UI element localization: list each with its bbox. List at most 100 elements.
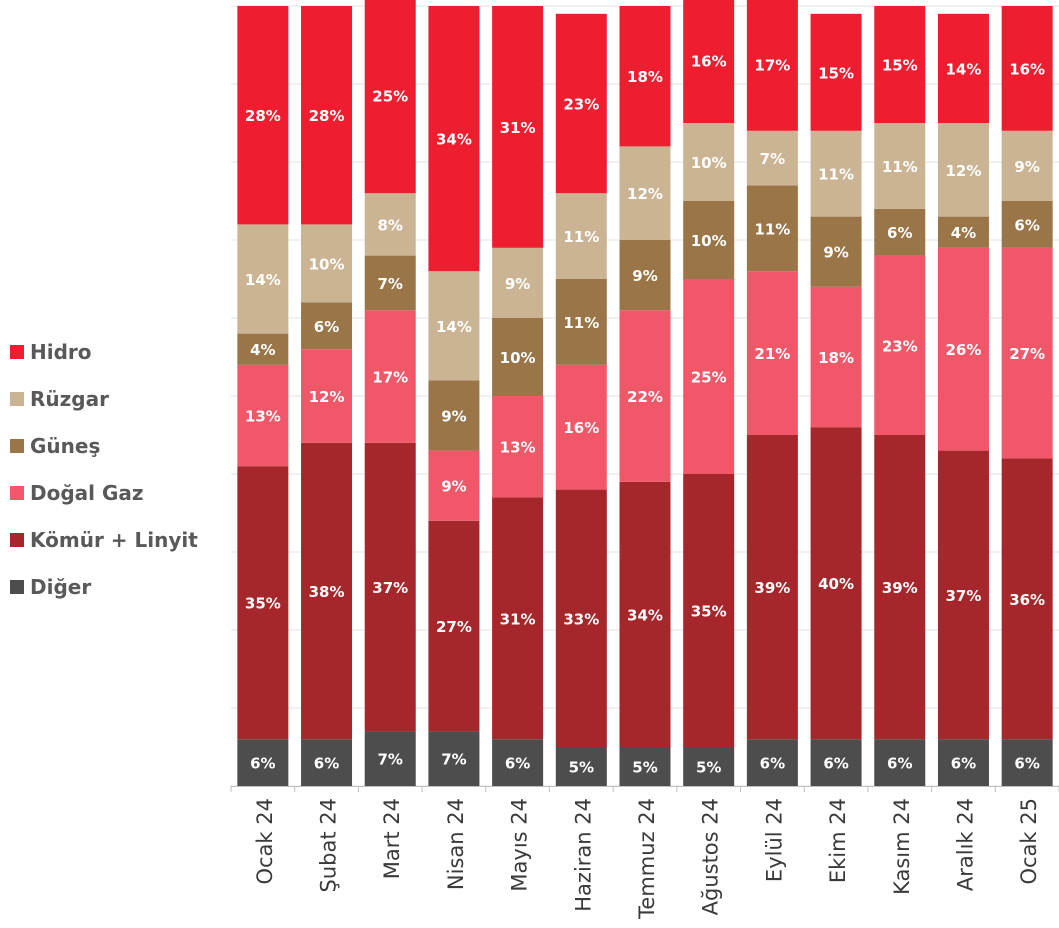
bar-segment [301,6,353,225]
data-label: 7% [760,150,785,168]
data-label: 15% [882,57,918,75]
data-label: 15% [818,64,854,82]
legend-label: Doğal Gaz [30,480,144,505]
bar-segment [937,247,989,451]
bar-segment [874,6,926,123]
data-label: 7% [441,751,466,769]
data-label: 14% [946,60,982,78]
bar-segment [555,193,607,279]
legend-swatch-hidro [10,344,24,359]
data-label: 33% [563,610,599,628]
bar-segment [555,279,607,365]
data-label: 10% [500,349,536,367]
data-label: 9% [441,408,466,426]
bar-segment [874,435,926,740]
legend-swatch-ruzgar [10,391,24,406]
data-label: 6% [823,755,848,773]
bar-segment [683,201,735,279]
legend-swatch-dogal-gaz [10,485,24,500]
data-label: 37% [946,587,982,605]
bar-segment [1001,130,1053,201]
data-label: 27% [1009,345,1045,363]
bar-segment [619,310,671,482]
data-label: 22% [627,388,663,406]
legend-swatch-diger [10,579,24,594]
data-label: 6% [314,318,339,336]
x-tick-label: Nisan 24 [444,798,468,890]
bar-segment [492,396,544,498]
legend-label: Hidro [30,339,92,364]
bar-segment [1001,201,1053,248]
data-label: 25% [372,88,408,106]
bar-segment [1001,247,1053,459]
bar-segment [364,731,416,786]
bar-segment [301,739,353,786]
data-label: 11% [882,158,918,176]
data-label: 6% [760,755,785,773]
legend-swatch-komur-linyit [10,532,24,547]
bar-segment [301,442,353,740]
data-label: 17% [372,369,408,387]
bar-segment [428,6,480,272]
x-tick-label: Ocak 24 [253,798,277,885]
bar-segment [746,130,798,186]
x-tick-label: Haziran 24 [571,798,595,912]
data-label: 34% [627,606,663,624]
x-tick-label: Ocak 25 [1017,798,1041,885]
bar-segment [555,364,607,490]
data-label: 11% [754,220,790,238]
bar-segment [937,216,989,248]
data-label: 13% [500,439,536,457]
data-label: 26% [946,341,982,359]
bar-segment [810,13,862,131]
bar-segment [364,310,416,443]
data-label: 16% [691,53,727,71]
bar-segment [746,185,798,272]
data-label: 11% [818,166,854,184]
bar-segment [810,739,862,786]
data-label: 10% [691,232,727,250]
bar-segment [492,497,544,740]
chart-legend: Hidro Rüzgar Güneş Doğal Gaz Kömür + Lin… [10,328,198,610]
bar-segment [810,130,862,217]
data-label: 12% [946,162,982,180]
data-label: 4% [250,341,275,359]
bar-segment [874,739,926,786]
data-label: 40% [818,575,854,593]
bar-segment [683,474,735,747]
bar-segment [683,0,735,124]
x-tick-label: Mayıs 24 [508,798,532,892]
data-label: 23% [882,337,918,355]
bar-segment [237,224,289,334]
bar-segment [428,271,480,381]
data-label: 14% [436,318,472,336]
bar-segment [237,364,289,467]
data-label: 6% [951,755,976,773]
legend-label: Diğer [30,574,92,599]
bar-segment [810,427,862,740]
bar-segment [555,747,607,786]
bar-segment [619,146,671,240]
data-label: 9% [823,244,848,262]
data-label: 31% [500,119,536,137]
bar-segment [428,731,480,786]
data-label: 9% [1014,158,1039,176]
data-label: 18% [818,349,854,367]
bar-segment [237,739,289,786]
bar-segment [810,286,862,428]
legend-label: Rüzgar [30,386,109,411]
x-tick-label: Aralık 24 [953,798,977,891]
x-tick-label: Mart 24 [380,798,404,879]
bar-segment [301,349,353,443]
bar-segment [1001,458,1053,740]
data-label: 14% [245,271,281,289]
data-label: 21% [754,345,790,363]
data-label: 5% [632,759,657,777]
data-label: 39% [882,579,918,597]
bar-segment [746,0,798,131]
data-label: 6% [887,755,912,773]
bar-segment [428,380,480,451]
bar-segment [683,123,735,201]
bar-segment [683,747,735,786]
data-label: 6% [1014,755,1039,773]
